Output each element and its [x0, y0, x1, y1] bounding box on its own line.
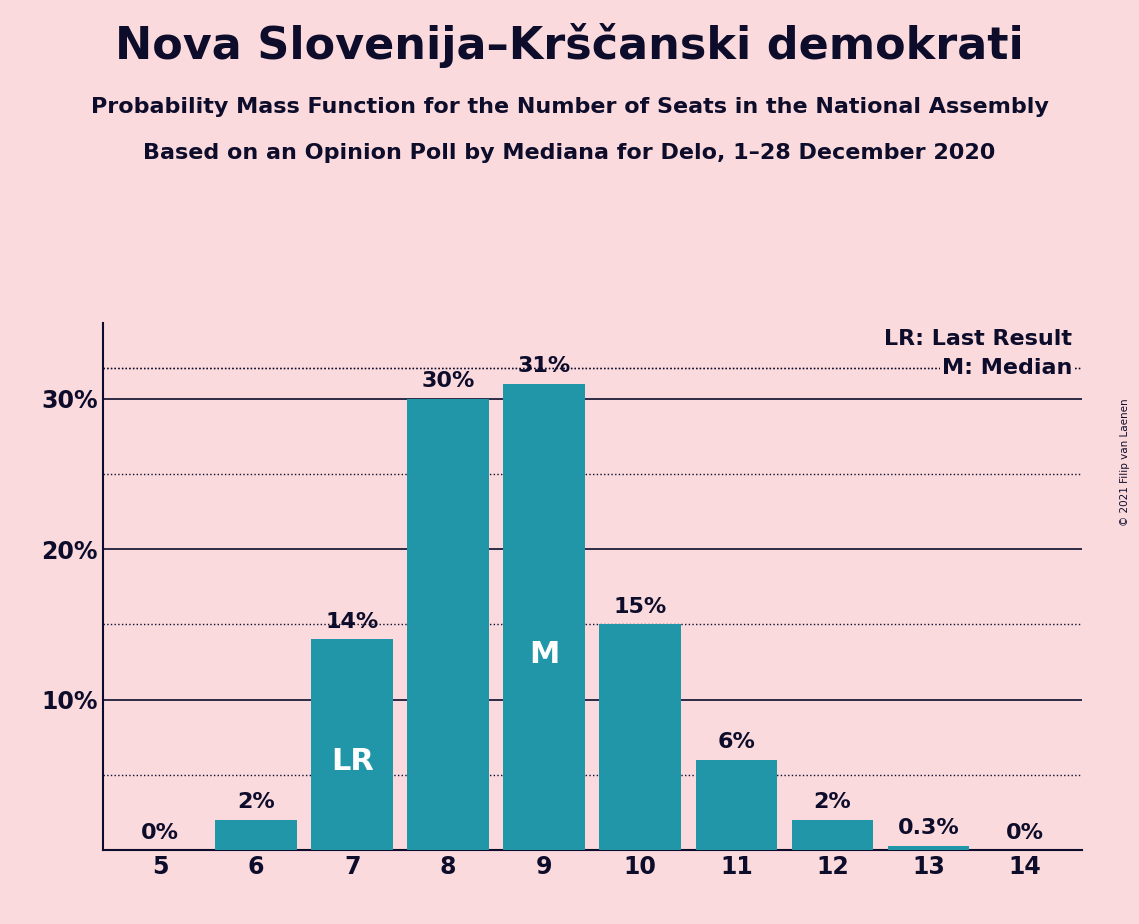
Bar [503, 383, 585, 850]
Text: Based on an Opinion Poll by Mediana for Delo, 1–28 December 2020: Based on an Opinion Poll by Mediana for … [144, 143, 995, 164]
Bar [696, 760, 777, 850]
Text: 0.3%: 0.3% [898, 818, 959, 838]
Bar [215, 820, 297, 850]
Text: LR: Last Result: LR: Last Result [884, 329, 1072, 348]
Text: 0%: 0% [1006, 822, 1043, 843]
Text: 30%: 30% [421, 371, 475, 391]
Text: 14%: 14% [326, 612, 379, 632]
Bar [887, 845, 969, 850]
Text: 15%: 15% [614, 597, 667, 617]
Bar [311, 639, 393, 850]
Text: 0%: 0% [141, 822, 179, 843]
Text: M: Median: M: Median [942, 359, 1072, 378]
Bar [792, 820, 874, 850]
Bar [408, 398, 489, 850]
Text: 2%: 2% [813, 793, 851, 812]
Text: M: M [530, 639, 559, 669]
Text: 31%: 31% [517, 356, 571, 376]
Text: 2%: 2% [237, 793, 274, 812]
Text: 6%: 6% [718, 732, 755, 752]
Bar [599, 625, 681, 850]
Text: LR: LR [330, 748, 374, 776]
Text: Probability Mass Function for the Number of Seats in the National Assembly: Probability Mass Function for the Number… [91, 97, 1048, 117]
Text: © 2021 Filip van Laenen: © 2021 Filip van Laenen [1120, 398, 1130, 526]
Text: Nova Slovenija–Krščanski demokrati: Nova Slovenija–Krščanski demokrati [115, 23, 1024, 68]
